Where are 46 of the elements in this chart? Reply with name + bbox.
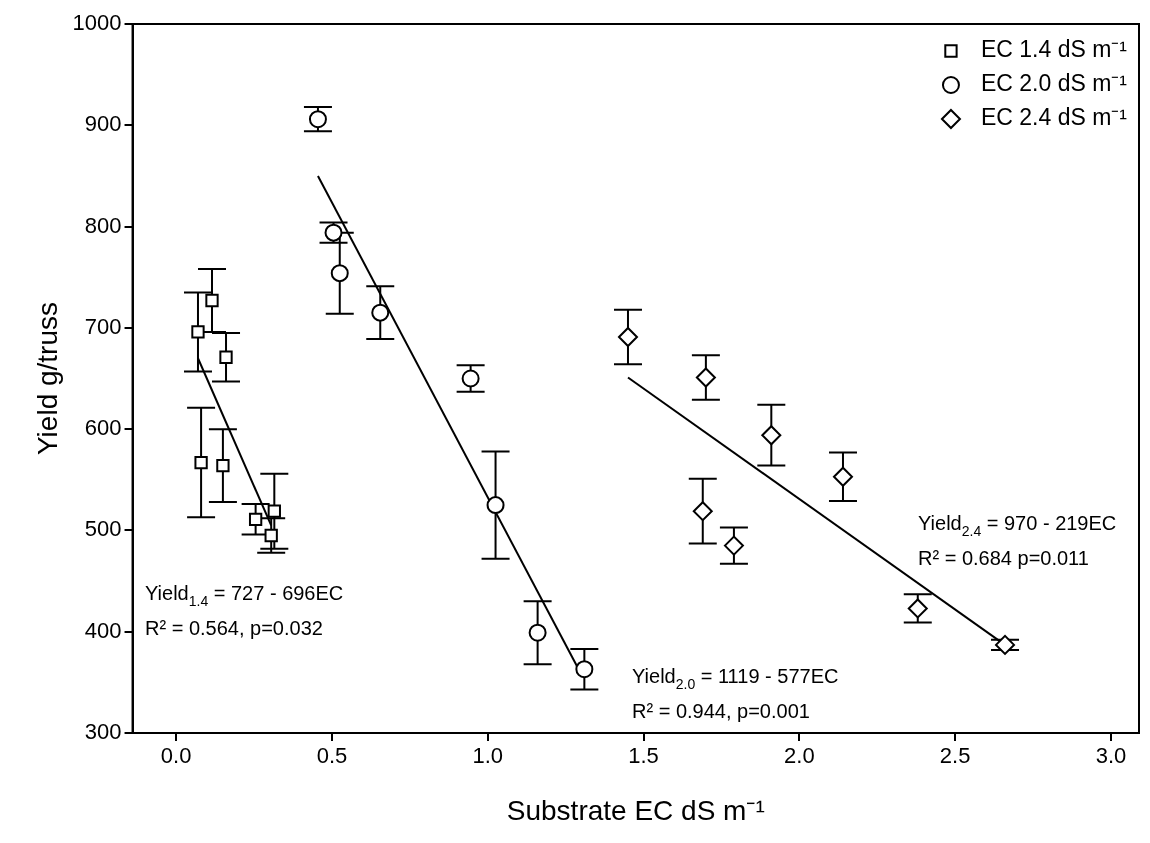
y-tick-label: 600 [84, 415, 122, 441]
point [264, 528, 278, 543]
x-tick-label: 0.5 [316, 743, 348, 769]
x-tick-label: 3.0 [1095, 743, 1127, 769]
point [308, 110, 327, 129]
x-tick-label: 0.0 [160, 743, 192, 769]
point [324, 223, 343, 242]
x-tick-label: 2.5 [939, 743, 971, 769]
point [486, 496, 505, 515]
point [194, 455, 208, 470]
point [191, 325, 205, 339]
point [205, 293, 219, 308]
point [461, 369, 480, 388]
legend-label: EC 2.0 dS m⁻¹ [980, 70, 1128, 97]
point [617, 326, 638, 347]
point [371, 303, 390, 322]
point [575, 660, 594, 679]
annotation: R² = 0.684 p=0.011 [918, 547, 1089, 569]
point [267, 504, 281, 518]
y-tick-label: 500 [84, 516, 122, 542]
point [330, 264, 349, 283]
point [528, 623, 547, 642]
point [723, 535, 744, 556]
point [761, 425, 782, 446]
y-tick-label: 400 [84, 617, 122, 643]
point [219, 350, 233, 364]
point [248, 512, 263, 526]
y-tick-label: 300 [84, 719, 122, 745]
legend-label: EC 2.4 dS m⁻¹ [980, 104, 1128, 131]
y-tick-label: 1000 [72, 10, 122, 36]
x-tick-label: 2.0 [784, 743, 815, 769]
x-tick-label: 1.5 [628, 743, 659, 769]
point [692, 501, 713, 522]
y-tick-label: 800 [84, 212, 122, 238]
point [216, 458, 230, 473]
y-axis-title: Yield g/truss [31, 301, 63, 456]
x-tick-label: 1.0 [472, 743, 504, 769]
x-axis-title: Substrate EC dS m⁻¹ [506, 794, 765, 826]
annotation: R² = 0.564, p=0.032 [145, 617, 323, 639]
annotation: R² = 0.944, p=0.001 [632, 700, 810, 722]
y-tick-label: 900 [84, 111, 122, 137]
y-tick-label: 700 [84, 313, 122, 339]
point [832, 466, 853, 487]
legend-label: EC 1.4 dS m⁻¹ [980, 36, 1128, 63]
point [995, 634, 1016, 655]
point [695, 367, 716, 388]
